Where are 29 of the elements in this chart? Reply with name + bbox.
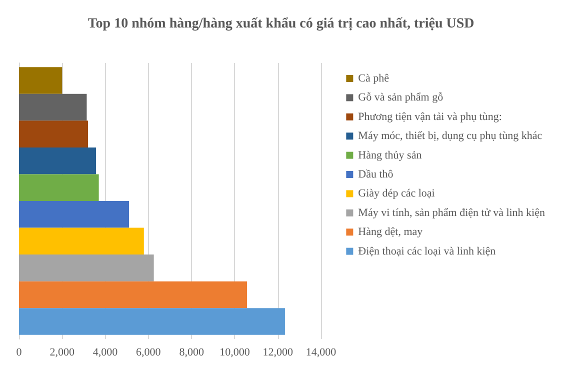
legend-label: Phương tiện vận tải và phụ tùng: <box>358 110 502 123</box>
x-tick-label: 8,000 <box>179 346 204 358</box>
legend-label: Điện thoại các loại và linh kiện <box>358 245 496 258</box>
bar <box>19 308 285 335</box>
bar <box>19 94 87 121</box>
legend-label: Dầu thô <box>358 168 394 180</box>
x-tick-label: 14,000 <box>306 346 337 358</box>
x-tick-label: 12,000 <box>262 346 294 358</box>
x-tick-label: 6,000 <box>136 346 162 358</box>
legend-label: Máy móc, thiết bị, dụng cụ phụ tùng khác <box>358 130 542 142</box>
bar <box>19 174 99 201</box>
bar <box>19 201 130 228</box>
x-tick-label: 4,000 <box>92 346 118 358</box>
legend-label: Máy vi tính, sản phẩm điện tử và linh kiện <box>358 206 546 219</box>
legend-label: Cà phê <box>358 72 390 84</box>
x-tick-label: 10,000 <box>220 346 250 358</box>
bar <box>19 147 96 174</box>
legend-label: Hàng thủy sản <box>358 149 422 162</box>
chart-title: Top 10 nhóm hàng/hàng xuất khẩu có giá trị cao nhất, triệu USD <box>88 16 474 32</box>
bar <box>19 67 62 94</box>
legend-label: Gỗ và sản phẩm gỗ <box>358 92 444 104</box>
bar <box>19 120 88 148</box>
bar <box>19 254 154 282</box>
legend-label: Hàng dệt, may <box>358 226 424 238</box>
bar <box>19 281 248 308</box>
legend-label: Giày dép các loại <box>358 188 435 200</box>
x-tick-label: 2,000 <box>50 346 76 358</box>
x-tick-label: 0 <box>16 346 22 358</box>
bar <box>19 228 144 255</box>
